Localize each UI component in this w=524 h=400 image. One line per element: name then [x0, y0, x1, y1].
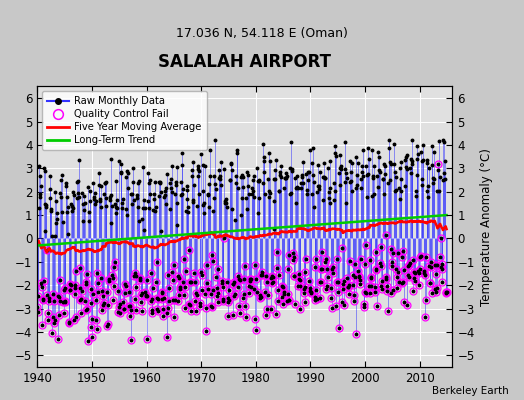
Title: SALALAH AIRPORT: SALALAH AIRPORT	[158, 53, 331, 71]
Y-axis label: Temperature Anomaly (°C): Temperature Anomaly (°C)	[481, 148, 493, 306]
Text: Berkeley Earth: Berkeley Earth	[432, 386, 508, 396]
Legend: Raw Monthly Data, Quality Control Fail, Five Year Moving Average, Long-Term Tren: Raw Monthly Data, Quality Control Fail, …	[42, 92, 206, 150]
Text: 17.036 N, 54.118 E (Oman): 17.036 N, 54.118 E (Oman)	[176, 28, 348, 40]
